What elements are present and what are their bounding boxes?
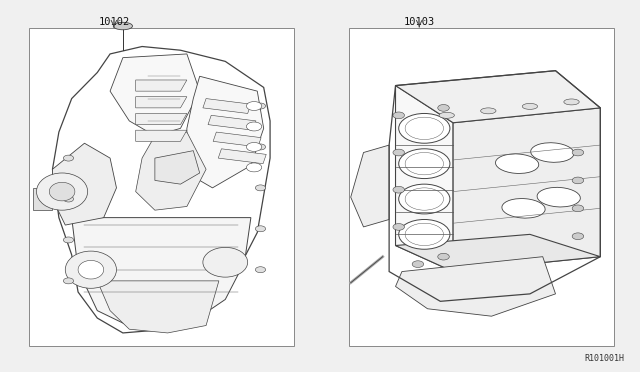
Polygon shape [203, 99, 251, 113]
Ellipse shape [78, 260, 104, 279]
Polygon shape [52, 143, 116, 225]
Ellipse shape [572, 205, 584, 212]
Polygon shape [97, 281, 219, 333]
Ellipse shape [63, 237, 74, 243]
Text: 10103: 10103 [404, 17, 435, 27]
Ellipse shape [495, 154, 539, 173]
Polygon shape [351, 145, 389, 227]
Ellipse shape [203, 247, 248, 277]
Ellipse shape [439, 112, 454, 118]
Ellipse shape [246, 142, 262, 151]
Bar [349, 28, 614, 346]
Polygon shape [155, 151, 200, 184]
Polygon shape [136, 132, 206, 210]
Ellipse shape [537, 187, 580, 207]
Ellipse shape [399, 184, 450, 214]
Polygon shape [187, 76, 264, 188]
Ellipse shape [393, 149, 404, 156]
Bar [29, 28, 294, 346]
Ellipse shape [246, 102, 262, 110]
Polygon shape [218, 149, 266, 164]
Ellipse shape [531, 143, 574, 162]
Ellipse shape [393, 186, 404, 193]
Ellipse shape [522, 103, 538, 109]
Polygon shape [396, 86, 453, 272]
Ellipse shape [572, 149, 584, 156]
Ellipse shape [255, 103, 266, 109]
Ellipse shape [438, 253, 449, 260]
Ellipse shape [399, 219, 450, 249]
Polygon shape [396, 257, 556, 316]
Ellipse shape [246, 163, 262, 172]
Ellipse shape [36, 173, 88, 210]
Polygon shape [110, 54, 200, 136]
Ellipse shape [63, 155, 74, 161]
Polygon shape [52, 46, 270, 333]
Ellipse shape [438, 105, 449, 111]
Polygon shape [396, 234, 600, 272]
Ellipse shape [255, 185, 266, 191]
Ellipse shape [393, 112, 404, 119]
Ellipse shape [572, 177, 584, 184]
Ellipse shape [399, 149, 450, 179]
Polygon shape [453, 108, 600, 272]
Polygon shape [136, 113, 187, 125]
Text: 10102: 10102 [99, 17, 129, 27]
Polygon shape [136, 80, 187, 91]
Ellipse shape [255, 267, 266, 273]
Ellipse shape [502, 199, 545, 218]
Ellipse shape [63, 278, 74, 284]
Ellipse shape [65, 251, 116, 288]
Ellipse shape [399, 113, 450, 143]
Ellipse shape [49, 182, 75, 201]
Ellipse shape [412, 261, 424, 267]
Polygon shape [136, 130, 187, 141]
Polygon shape [396, 71, 600, 123]
Polygon shape [72, 218, 251, 329]
Ellipse shape [255, 144, 266, 150]
Text: R101001H: R101001H [584, 354, 624, 363]
Ellipse shape [246, 122, 262, 131]
Ellipse shape [572, 233, 584, 240]
Polygon shape [208, 115, 256, 130]
Ellipse shape [481, 108, 496, 114]
Ellipse shape [564, 99, 579, 105]
Polygon shape [33, 188, 52, 210]
Ellipse shape [393, 224, 404, 230]
Ellipse shape [255, 226, 266, 232]
Ellipse shape [63, 196, 74, 202]
Polygon shape [213, 132, 261, 147]
Ellipse shape [113, 22, 132, 30]
Polygon shape [136, 97, 187, 108]
